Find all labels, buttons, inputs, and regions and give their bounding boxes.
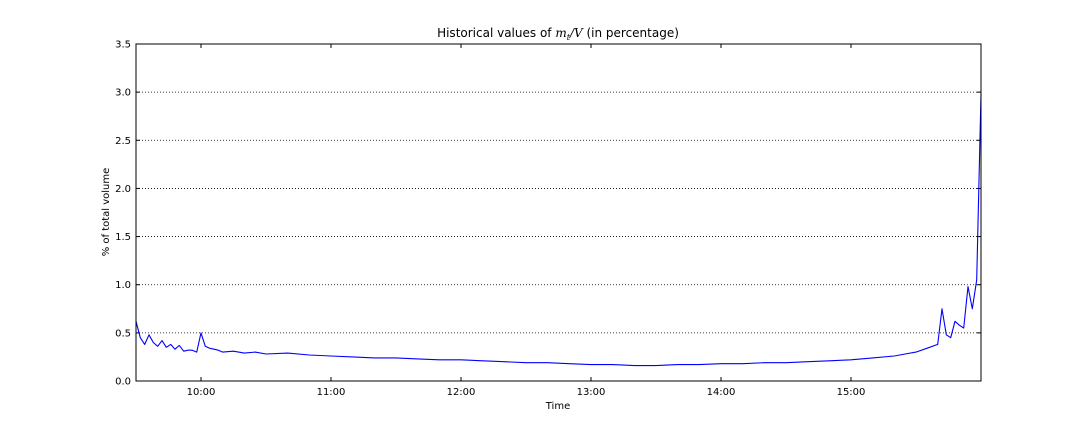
y-tick-label: 0.5 bbox=[115, 328, 131, 339]
x-tick-label: 14:00 bbox=[707, 387, 736, 398]
series-line bbox=[135, 94, 982, 367]
y-tick-label: 1.0 bbox=[115, 280, 131, 291]
y-tick-label: 2.5 bbox=[115, 136, 131, 147]
x-axis-title: Time bbox=[545, 401, 570, 412]
x-axis: 10:00 11:00 12:00 13:00 14:00 15:00 bbox=[187, 44, 866, 398]
y-axis: 0.0 0.5 1.0 1.5 2.0 2.5 3.0 3.5 bbox=[115, 40, 981, 388]
y-gridlines bbox=[136, 91, 981, 334]
x-tick-label: 10:00 bbox=[187, 387, 216, 398]
y-tick-label: 2.0 bbox=[115, 184, 131, 195]
y-axis-title: % of total volume bbox=[101, 168, 112, 257]
x-tick-label: 11:00 bbox=[317, 387, 346, 398]
chart-title: Historical values of mt/V (in percentage… bbox=[437, 26, 679, 42]
plot-frame bbox=[135, 43, 982, 382]
y-tick-label: 1.5 bbox=[115, 232, 131, 243]
x-tick-label: 13:00 bbox=[577, 387, 606, 398]
x-tick-label: 15:00 bbox=[837, 387, 866, 398]
y-tick-label: 3.5 bbox=[115, 40, 131, 51]
y-tick-label: 3.0 bbox=[115, 88, 131, 99]
y-tick-label: 0.0 bbox=[115, 377, 131, 388]
x-tick-label: 12:00 bbox=[447, 387, 476, 398]
